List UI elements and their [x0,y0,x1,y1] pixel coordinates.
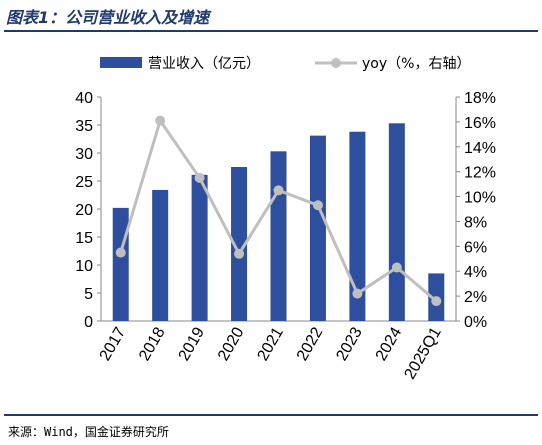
title-divider [4,30,538,32]
left-tick-label: 5 [84,286,93,303]
yoy-point [115,247,126,258]
left-tick-label: 20 [75,202,93,219]
x-tick-label: 2021 [254,324,287,363]
right-tick-label: 16% [464,115,496,132]
x-tick-label: 2023 [333,324,366,363]
legend: 营业收入（亿元） yoy（%，右轴） [100,56,470,72]
yoy-line [115,115,442,307]
figure-title: 图表1：公司营业收入及增速 [6,8,210,27]
legend-line-marker [331,58,341,68]
yoy-point [273,185,284,196]
x-tick-label: 2024 [373,324,406,363]
revenue-bar [388,123,405,321]
revenue-bar [270,151,287,321]
legend-bar-swatch [100,57,142,68]
revenue-bar [231,167,248,321]
right-tick-label: 14% [464,140,496,157]
yoy-point [352,288,363,299]
revenue-bar [309,135,326,321]
right-tick-label: 12% [464,165,496,182]
source-divider [4,414,538,416]
revenue-bar [152,189,169,321]
left-tick-label: 15 [75,230,93,247]
right-tick-label: 6% [464,239,487,256]
left-tick-label: 0 [84,314,93,331]
x-tick-label: 2019 [176,324,209,363]
yoy-point [391,262,402,273]
revenue-bar [349,131,366,321]
source-note: 来源：Wind，国金证券研究所 [8,425,169,439]
yoy-point [431,296,442,307]
x-tick-label: 2020 [215,324,248,363]
revenue-bar [112,207,129,321]
right-tick-label: 4% [464,264,487,281]
right-tick-label: 8% [464,214,487,231]
yoy-point [234,248,245,259]
yoy-point [155,115,166,126]
left-tick-label: 30 [75,146,93,163]
revenue-bars [112,123,445,321]
right-tick-label: 18% [464,90,496,107]
legend-line-label: yoy（%，右轴） [362,56,470,72]
right-tick-label: 0% [464,314,487,331]
left-tick-label: 40 [75,90,93,107]
revenue-bar [191,174,208,321]
x-tick-label: 2018 [136,324,169,363]
left-tick-label: 35 [75,118,93,135]
right-tick-label: 2% [464,289,487,306]
left-tick-label: 25 [75,174,93,191]
x-tick-label: 2025Q1 [402,324,445,382]
yoy-point [194,172,205,183]
legend-bar-label: 营业收入（亿元） [148,56,260,72]
yoy-point [312,200,323,211]
left-tick-label: 10 [75,258,93,275]
right-tick-label: 10% [464,190,496,207]
x-tick-label: 2022 [294,324,327,363]
x-tick-label: 2017 [97,324,130,363]
